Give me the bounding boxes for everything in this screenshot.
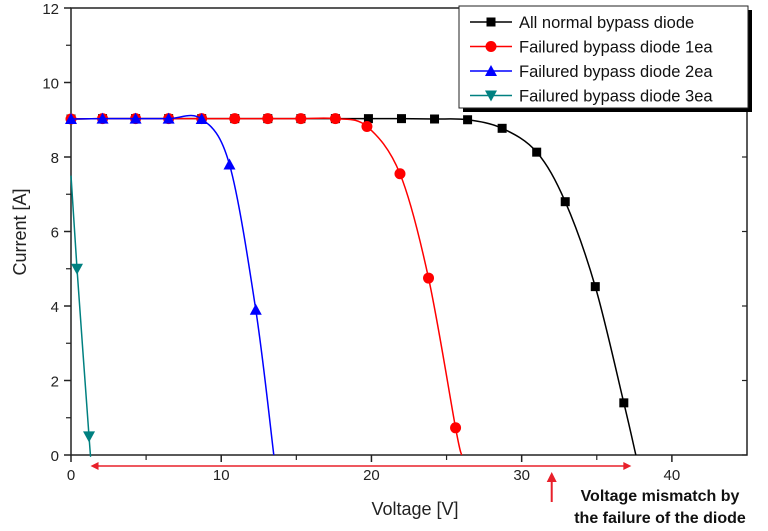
- data-point: [129, 112, 142, 124]
- x-tick-label: 0: [67, 467, 75, 484]
- x-axis-label: Voltage [V]: [371, 499, 458, 519]
- legend-label: Failured bypass diode 3ea: [519, 88, 713, 106]
- annotation: Voltage mismatch by the failure of the d…: [90, 462, 746, 527]
- series-line: [70, 114, 275, 456]
- y-tick-label: 0: [51, 448, 59, 465]
- data-point: [497, 123, 507, 133]
- series-2: [65, 113, 463, 456]
- data-point: [223, 158, 236, 170]
- legend-box: [458, 5, 749, 109]
- legend-marker: [485, 41, 497, 52]
- series-4: [70, 175, 96, 457]
- annotation-text-line2: the failure of the diode: [574, 510, 746, 527]
- data-point: [329, 113, 341, 125]
- series-line: [70, 117, 463, 456]
- data-point: [619, 398, 629, 408]
- arrowhead-up-icon: [546, 472, 557, 482]
- data-point: [65, 113, 77, 125]
- legend-label: Failured bypass diode 2ea: [519, 63, 713, 81]
- y-tick-label: 10: [42, 76, 59, 93]
- y-tick-label: 12: [42, 1, 59, 18]
- x-tick-label: 10: [213, 467, 230, 484]
- legend-item: Failured bypass diode 3ea: [470, 88, 713, 106]
- data-point: [229, 113, 241, 125]
- x-tick-label: 40: [664, 467, 681, 484]
- data-point: [463, 115, 473, 125]
- data-point: [560, 197, 570, 207]
- y-axis-label: Current [A]: [10, 188, 30, 275]
- legend-label: All normal bypass diode: [519, 14, 694, 32]
- data-point: [262, 113, 274, 125]
- legend-item: Failured bypass diode 2ea: [470, 63, 713, 81]
- data-point: [590, 282, 600, 292]
- series-3: [65, 112, 275, 456]
- series-layer: [65, 112, 637, 457]
- data-point: [423, 272, 435, 284]
- legend-label: Failured bypass diode 1ea: [519, 39, 713, 57]
- arrowhead-right-icon: [623, 462, 632, 470]
- series-line: [70, 117, 637, 456]
- y-tick-label: 8: [51, 150, 59, 167]
- data-point: [83, 431, 96, 443]
- data-point: [396, 114, 406, 124]
- legend-marker: [486, 17, 496, 27]
- data-point: [195, 113, 208, 125]
- legend: All normal bypass diode Failured bypass d…: [458, 5, 752, 112]
- data-point: [450, 422, 462, 434]
- legend-marker: [485, 65, 497, 76]
- data-point: [71, 263, 84, 275]
- y-tick-label: 4: [51, 299, 59, 316]
- data-point: [532, 147, 542, 157]
- series-line: [70, 175, 92, 457]
- y-tick-label: 6: [51, 225, 59, 242]
- data-point: [430, 114, 440, 124]
- legend-item: Failured bypass diode 1ea: [470, 39, 713, 57]
- x-tick-label: 20: [363, 467, 380, 484]
- axes: 0 10 20 30 40 0 2 4 6 8 10 12: [42, 1, 748, 484]
- data-point: [363, 114, 373, 124]
- y-tick-label: 2: [51, 374, 59, 391]
- data-point: [361, 120, 373, 132]
- x-tick-label: 30: [513, 467, 530, 484]
- data-point: [394, 168, 406, 180]
- data-point: [162, 112, 175, 124]
- annotation-text-line1: Voltage mismatch by: [581, 488, 740, 505]
- series-1: [66, 114, 637, 456]
- data-point: [96, 112, 109, 124]
- data-point: [295, 113, 307, 125]
- legend-marker: [485, 90, 497, 102]
- data-point: [249, 303, 262, 315]
- legend-item: All normal bypass diode: [470, 14, 694, 32]
- arrowhead-left-icon: [90, 462, 99, 470]
